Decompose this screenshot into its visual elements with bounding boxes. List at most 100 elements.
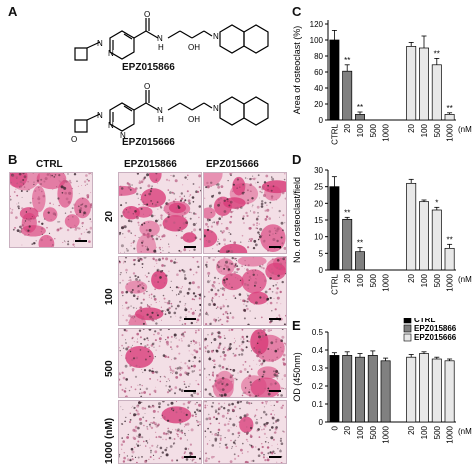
cell-dot bbox=[183, 383, 186, 385]
cell-dot bbox=[130, 458, 131, 460]
cell-dot bbox=[146, 344, 149, 346]
cell-dot bbox=[280, 442, 284, 445]
cell-dot bbox=[262, 264, 264, 266]
cell-dot bbox=[126, 283, 128, 285]
cell-dot bbox=[245, 300, 248, 303]
cell-dot bbox=[36, 179, 40, 182]
cell-dot bbox=[120, 193, 123, 196]
cell-dot bbox=[223, 287, 226, 290]
cell-dot bbox=[234, 457, 237, 460]
cell-dot bbox=[214, 292, 218, 296]
cell-dot bbox=[179, 373, 182, 377]
cell-dot bbox=[77, 227, 80, 230]
cell-dot bbox=[122, 376, 126, 380]
cell-dot bbox=[273, 373, 277, 377]
cell-dot bbox=[190, 308, 192, 310]
cell-dot bbox=[184, 447, 188, 451]
cell-dot bbox=[76, 213, 78, 216]
cell-dot bbox=[152, 409, 156, 413]
cell-dot bbox=[18, 207, 20, 210]
cell-dot bbox=[67, 218, 70, 221]
cell-dot bbox=[279, 290, 282, 294]
cell-dot bbox=[262, 373, 265, 376]
cell-dot bbox=[281, 350, 284, 353]
cell-dot bbox=[148, 280, 150, 282]
cell-dot bbox=[40, 178, 43, 181]
cell-dot bbox=[264, 387, 266, 390]
cell-dot bbox=[137, 384, 139, 386]
cell-dot bbox=[231, 190, 234, 193]
cell-dot bbox=[241, 452, 244, 454]
cell-dot bbox=[231, 408, 234, 411]
cell-dot bbox=[157, 182, 159, 184]
cell-dot bbox=[163, 209, 165, 211]
cell-dot bbox=[271, 258, 274, 261]
cell-dot bbox=[89, 205, 92, 209]
cell-dot bbox=[138, 435, 142, 439]
cell-dot bbox=[127, 229, 131, 233]
x-tick-label: 500 bbox=[433, 273, 442, 287]
cell-dot bbox=[164, 219, 168, 223]
cell-dot bbox=[135, 356, 139, 360]
cell-dot bbox=[143, 213, 145, 215]
cell-dot bbox=[235, 340, 236, 342]
x-unit-label: (nM) bbox=[458, 275, 472, 284]
cell-dot bbox=[225, 379, 227, 381]
cell-dot bbox=[217, 265, 220, 269]
cell-dot bbox=[211, 299, 213, 302]
cell-dot bbox=[128, 420, 132, 424]
cell-dot bbox=[67, 200, 71, 204]
cell-dot bbox=[179, 290, 182, 294]
cell-dot bbox=[174, 258, 176, 260]
cell-dot bbox=[155, 258, 158, 262]
cell-dot bbox=[261, 191, 263, 194]
cell-dot bbox=[192, 292, 196, 295]
x-tick-label: 0 bbox=[330, 425, 339, 430]
cell-dot bbox=[271, 452, 274, 455]
atom-n-thiq-2: N bbox=[213, 104, 219, 113]
cell-dot bbox=[213, 303, 216, 306]
cell-dot bbox=[279, 216, 280, 218]
cell-dot bbox=[165, 274, 168, 277]
cell-dot bbox=[70, 182, 72, 184]
cell-dot bbox=[241, 394, 244, 397]
cell-dot bbox=[193, 228, 197, 232]
cell-dot bbox=[169, 368, 173, 372]
cell-dot bbox=[191, 370, 194, 373]
cell-dot bbox=[274, 452, 276, 454]
cell-dot bbox=[259, 235, 262, 238]
cell-dot bbox=[134, 388, 137, 391]
cell-dot bbox=[273, 404, 275, 407]
cell-dot bbox=[189, 211, 191, 213]
cell-dot bbox=[242, 191, 245, 193]
cell-dot bbox=[207, 350, 210, 354]
cell-dot bbox=[15, 175, 19, 179]
cell-dot bbox=[121, 291, 124, 294]
cell-dot bbox=[142, 298, 145, 301]
cell-dot bbox=[246, 340, 249, 342]
cell-dot bbox=[244, 177, 247, 179]
cell-dot bbox=[238, 293, 242, 296]
cell-dot bbox=[154, 391, 157, 393]
cell-dot bbox=[191, 298, 194, 301]
cell-dot bbox=[156, 201, 159, 204]
cell-dot bbox=[34, 190, 37, 192]
cell-dot bbox=[249, 381, 252, 384]
cell-dot bbox=[257, 448, 260, 451]
cell-dot bbox=[205, 401, 207, 403]
cell-dot bbox=[123, 456, 126, 460]
cell-dot bbox=[198, 297, 201, 300]
cell-dot bbox=[130, 447, 134, 451]
cell-dot bbox=[16, 177, 18, 179]
cell-dot bbox=[119, 350, 121, 352]
cell-dot bbox=[262, 362, 264, 364]
cell-dot bbox=[120, 204, 123, 207]
cell-dot bbox=[173, 311, 177, 315]
cell-dot bbox=[205, 239, 208, 242]
osteoclast-blob bbox=[125, 280, 148, 294]
cell-dot bbox=[53, 176, 56, 178]
cell-dot bbox=[230, 215, 233, 218]
cell-dot bbox=[143, 440, 145, 443]
cell-dot bbox=[184, 199, 187, 202]
cell-dot bbox=[61, 227, 63, 229]
